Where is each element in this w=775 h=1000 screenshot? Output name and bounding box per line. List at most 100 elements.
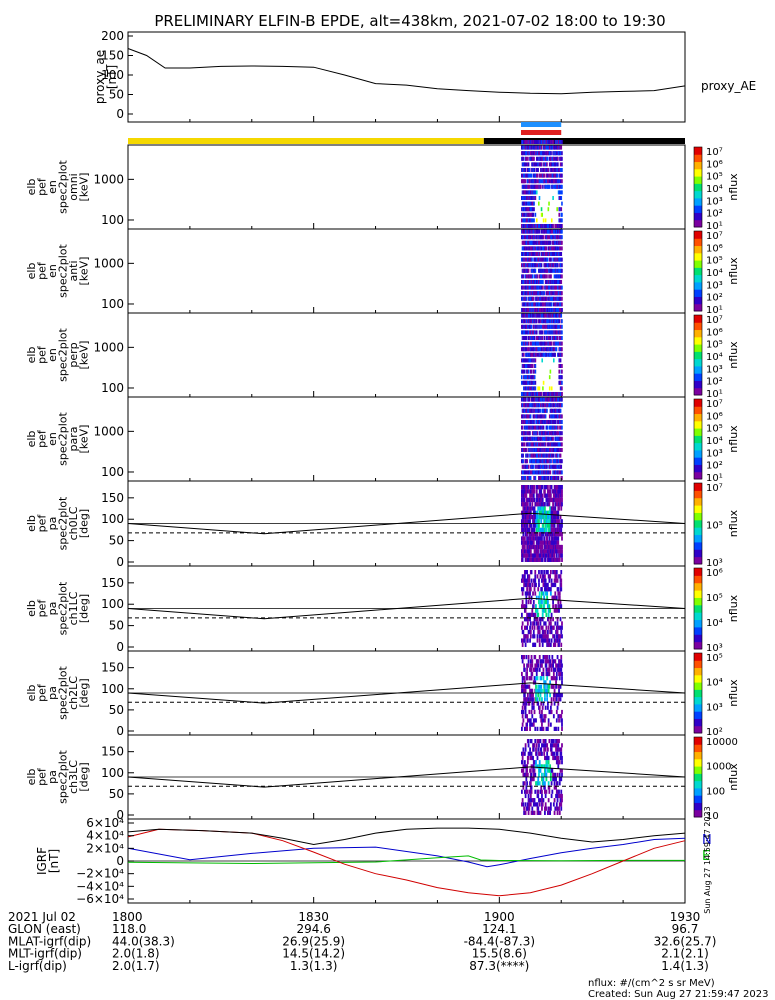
ch0LC-pixel: [541, 485, 544, 490]
ch2LC-colorbar-swatch: [694, 718, 702, 727]
ch1LC-pixel: [555, 578, 557, 583]
ch2LC-pixel: [542, 655, 545, 660]
para-pixel: [555, 425, 558, 430]
ch0LC-pixel: [530, 514, 533, 520]
ch0LC-pixel: [557, 523, 560, 528]
ch0LC-colorbar-label: nflux: [727, 509, 740, 537]
ch2LC-pixel: [529, 693, 531, 698]
para-pixel: [521, 403, 524, 408]
ch1LC-pixel: [532, 612, 535, 618]
perp-pixel: [527, 330, 530, 335]
omni-pixel: [561, 201, 563, 206]
ch1LC-pixel: [561, 625, 563, 630]
ch3LC-pixel: [538, 810, 540, 815]
ch0LC-pixel: [538, 485, 541, 490]
ch3LC-pixel: [558, 760, 561, 765]
ch0LC-pixel: [560, 527, 563, 533]
ch2LC-pixel: [530, 676, 533, 681]
ch0LC-ylabel-word: pa: [46, 517, 59, 531]
ch2LC-pixel: [557, 684, 560, 689]
anti-pixel: [560, 252, 563, 256]
perp-pixel: [523, 369, 526, 374]
para-pixel: [522, 459, 524, 464]
ch0LC-pixel: [541, 553, 543, 558]
para-pixel: [555, 470, 557, 475]
ch2LC-pixel: [541, 671, 543, 677]
perp-pixel: [525, 347, 528, 352]
ch2LC-pixel: [560, 659, 563, 664]
para-pixel: [540, 397, 543, 402]
ch1LC-pixel: [557, 587, 560, 592]
anti-pixel: [552, 224, 554, 228]
anti-pixel: [532, 229, 535, 234]
perp-colorbar-tick-label: 10²: [706, 377, 723, 388]
ch0LC-pixel: [536, 502, 539, 507]
ch3LC-pixel: [546, 768, 549, 773]
ch2LC-pixel: [547, 722, 550, 727]
ch2LC-pixel: [544, 697, 546, 702]
igrf-legend-E: E: [702, 849, 710, 864]
ch1LC-colorbar-swatch: [694, 568, 702, 576]
ch2LC-pixel: [532, 697, 534, 702]
ch3LC-pixel: [552, 777, 554, 782]
para-pixel: [546, 453, 548, 458]
ch0LC-pixel: [541, 506, 543, 511]
ch1LC-pixel: [526, 612, 528, 618]
ch2LC-pixel: [528, 718, 531, 723]
anti-pixel: [520, 280, 523, 284]
ch0LC-pixel: [561, 485, 563, 490]
ch2LC-pixel: [532, 722, 535, 727]
ch2LC-colorbar-tick-label: 10³: [706, 702, 723, 713]
ch1LC-pixel: [558, 638, 561, 643]
ch2LC-pixel: [531, 705, 534, 710]
anti-pixel: [531, 268, 534, 273]
omni-pixel: [545, 145, 548, 150]
ch1LC-pixel: [555, 634, 558, 639]
perp-pixel: [561, 308, 563, 312]
ch1LC-colorbar-swatch: [694, 575, 702, 584]
perp-pixel: [556, 336, 558, 340]
ch0LC-pixel: [539, 506, 542, 511]
ch0LC-pixel: [553, 540, 556, 545]
omni-pixel: [521, 196, 524, 200]
ch3LC-pixel: [545, 772, 548, 777]
ch0LC-pixel: [527, 485, 530, 490]
anti-pixel: [561, 285, 563, 290]
ch3LC-pixel: [542, 798, 545, 803]
ch3LC-pixel: [542, 781, 545, 786]
ch0LC-pixel: [544, 540, 547, 545]
ch2LC-pixel: [524, 709, 527, 715]
omni-colorbar-swatch: [694, 219, 702, 228]
ch1LC-colorbar-swatch: [694, 597, 702, 606]
ch1LC-ylabel-word: spec2plot: [57, 581, 70, 635]
ch1LC-pixel: [559, 599, 562, 605]
ch3LC-pixel: [521, 760, 524, 765]
anti-pixel: [540, 229, 543, 234]
ch3LC-pixel: [544, 768, 547, 773]
anti-pixel: [557, 280, 559, 284]
ch0LC-pixel: [544, 485, 546, 490]
ch1LC-pixel: [560, 642, 563, 647]
ch3LC-pixel: [534, 772, 537, 777]
ch2LC-pixel: [549, 680, 552, 685]
perp-pixel: [542, 386, 544, 391]
ch2LC-pixel: [554, 676, 557, 681]
ch1LC-pixel: [534, 574, 537, 579]
ch0LC-pixel: [553, 527, 556, 533]
ch0LC-colorbar-swatch: [694, 497, 702, 506]
ch1LC-spectrogram: [520, 570, 563, 647]
ch3LC-pixel: [528, 806, 531, 811]
para-pixel: [529, 476, 532, 480]
ch3LC-pixel: [530, 739, 533, 744]
perp-pixel: [542, 352, 545, 357]
perp-pixel: [523, 364, 526, 368]
ch3LC-pixel: [524, 743, 527, 748]
ch2LC-pixel: [538, 684, 541, 689]
para-pixel: [525, 392, 527, 396]
ch1LC-pixel: [558, 608, 560, 613]
ch3LC-pixel: [540, 747, 543, 752]
created-timestamp: Created: Sun Aug 27 21:59:47 2023: [588, 989, 768, 1000]
ch2LC-pixel: [535, 697, 537, 702]
